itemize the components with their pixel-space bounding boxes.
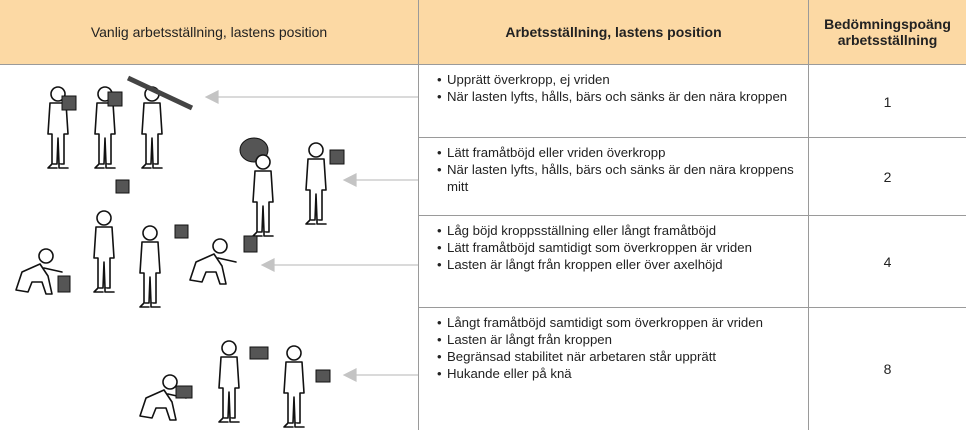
load <box>174 224 189 239</box>
bullet-list: Låg böjd kroppsställning eller långt fra… <box>435 222 808 273</box>
bullet: Lätt framåtböjd samtidigt som överkroppe… <box>437 239 797 256</box>
bullet: Lätt framåtböjd eller vriden överkropp <box>437 144 797 161</box>
bullet: Lasten är långt från kroppen <box>437 331 797 348</box>
beam <box>126 75 194 111</box>
load <box>315 369 331 383</box>
bullet: Begränsad stabilitet när arbetaren står … <box>437 348 797 365</box>
bullet-cell: Upprätt överkropp, ej vridenNär lasten l… <box>419 65 808 138</box>
bullet: Låg böjd kroppsställning eller långt fra… <box>437 222 797 239</box>
load <box>57 275 71 293</box>
load <box>175 385 193 399</box>
figure <box>283 345 305 428</box>
bullet: Upprätt överkropp, ej vriden <box>437 71 797 88</box>
score: 4 <box>883 254 892 270</box>
load <box>249 346 269 360</box>
bullet-cell: Lätt framåtböjd eller vriden överkroppNä… <box>419 138 808 216</box>
score: 8 <box>883 361 892 377</box>
load <box>329 149 345 165</box>
bullet-cell: Låg böjd kroppsställning eller långt fra… <box>419 216 808 308</box>
bullet: Långt framåtböjd samtidigt som överkropp… <box>437 314 797 331</box>
figure <box>15 248 63 295</box>
row-rule <box>418 307 966 308</box>
bullet: Hukande eller på knä <box>437 365 797 382</box>
load <box>115 179 130 194</box>
bullet: När lasten lyfts, hålls, bärs och sänks … <box>437 88 797 105</box>
figure <box>141 86 163 169</box>
bullet-list: Upprätt överkropp, ej vridenNär lasten l… <box>435 71 808 105</box>
load <box>61 95 77 111</box>
row-rule <box>418 215 966 216</box>
score: 1 <box>883 93 892 110</box>
score: 2 <box>883 169 892 185</box>
row-rule <box>0 64 966 65</box>
figure <box>93 210 115 293</box>
bullet: När lasten lyfts, hålls, bärs och sänks … <box>437 161 797 195</box>
figure <box>218 340 240 423</box>
figure <box>139 225 161 308</box>
arrows <box>204 90 418 382</box>
bullet: Lasten är långt från kroppen eller över … <box>437 256 797 273</box>
load <box>107 91 123 107</box>
figure <box>252 154 274 237</box>
header-cell: Bedömningspoäng arbetsställning <box>809 0 966 64</box>
header-cell: Vanlig arbetsställning, lastens position <box>0 0 418 64</box>
figure <box>189 238 237 285</box>
bullet-cell: Långt framåtböjd samtidigt som överkropp… <box>419 308 808 430</box>
load <box>243 235 258 253</box>
bullet-list: Långt framåtböjd samtidigt som överkropp… <box>435 314 808 382</box>
bullet-list: Lätt framåtböjd eller vriden överkroppNä… <box>435 144 808 195</box>
row-rule <box>418 137 966 138</box>
figure <box>305 142 327 225</box>
header-cell: Arbetsställning, lastens position <box>419 0 808 64</box>
